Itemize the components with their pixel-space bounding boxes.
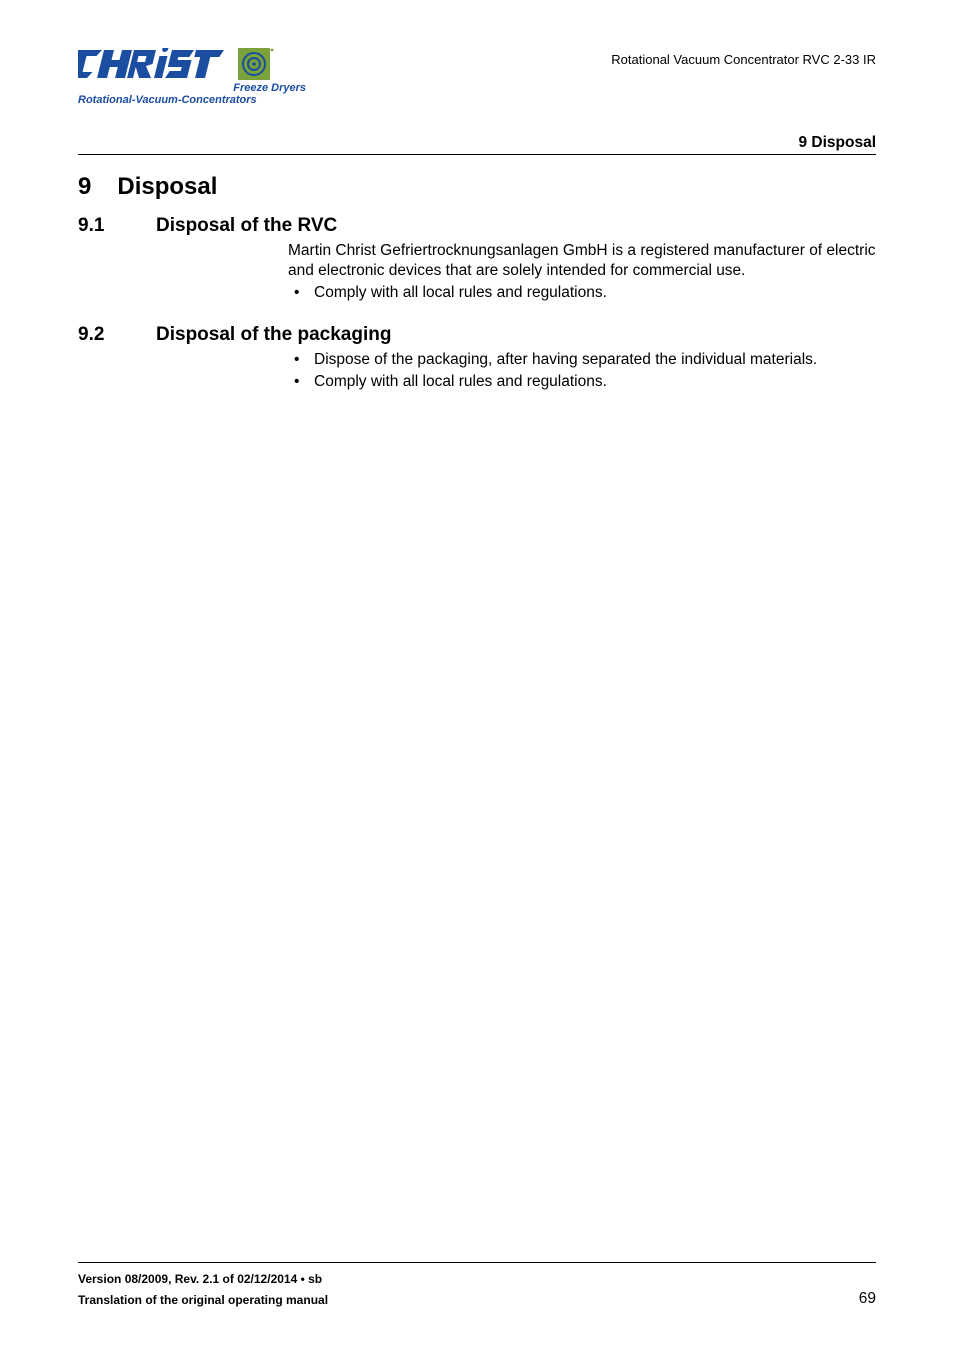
heading-2-number: 9.2 — [78, 324, 126, 346]
logo-block: Freeze Dryers Rotational-Vacuum-Concentr… — [78, 48, 338, 106]
footer-version: Version 08/2009, Rev. 2.1 of 02/12/2014 … — [78, 1269, 328, 1289]
heading-1: 9 Disposal — [78, 173, 876, 201]
footer-translation-note: Translation of the original operating ma… — [78, 1290, 328, 1310]
bullet-item: Dispose of the packaging, after having s… — [288, 350, 876, 370]
heading-2-text: Disposal of the RVC — [156, 215, 337, 237]
logo-subtitle-2: Rotational-Vacuum-Concentrators — [78, 94, 338, 106]
footer-row: Version 08/2009, Rev. 2.1 of 02/12/2014 … — [78, 1269, 876, 1310]
heading-2-number: 9.1 — [78, 215, 126, 237]
heading-2-text: Disposal of the packaging — [156, 324, 391, 346]
footer-left: Version 08/2009, Rev. 2.1 of 02/12/2014 … — [78, 1269, 328, 1310]
christ-logo-icon — [78, 48, 274, 84]
bullet-item: Comply with all local rules and regulati… — [288, 372, 876, 392]
heading-2: 9.1 Disposal of the RVC — [78, 215, 876, 237]
footer: Version 08/2009, Rev. 2.1 of 02/12/2014 … — [78, 1262, 876, 1310]
footer-divider — [78, 1262, 876, 1263]
heading-2: 9.2 Disposal of the packaging — [78, 324, 876, 346]
bullet-item: Comply with all local rules and regulati… — [288, 283, 876, 303]
heading-1-text: Disposal — [117, 173, 217, 201]
footer-page-number: 69 — [859, 1290, 876, 1310]
paragraph: Martin Christ Gefriertrocknungsanlagen G… — [288, 241, 876, 281]
header-product-name: Rotational Vacuum Concentrator RVC 2-33 … — [611, 52, 876, 67]
heading-1-number: 9 — [78, 173, 91, 201]
header-divider — [78, 154, 876, 155]
header-row: Freeze Dryers Rotational-Vacuum-Concentr… — [78, 48, 876, 106]
section-body: Martin Christ Gefriertrocknungsanlagen G… — [288, 241, 876, 302]
logo-main — [78, 48, 338, 84]
bullet-list: Comply with all local rules and regulati… — [288, 283, 876, 303]
bullet-list: Dispose of the packaging, after having s… — [288, 350, 876, 392]
section-body: Dispose of the packaging, after having s… — [288, 350, 876, 392]
header-section-label: 9 Disposal — [78, 134, 876, 152]
page-container: Freeze Dryers Rotational-Vacuum-Concentr… — [0, 0, 954, 1350]
